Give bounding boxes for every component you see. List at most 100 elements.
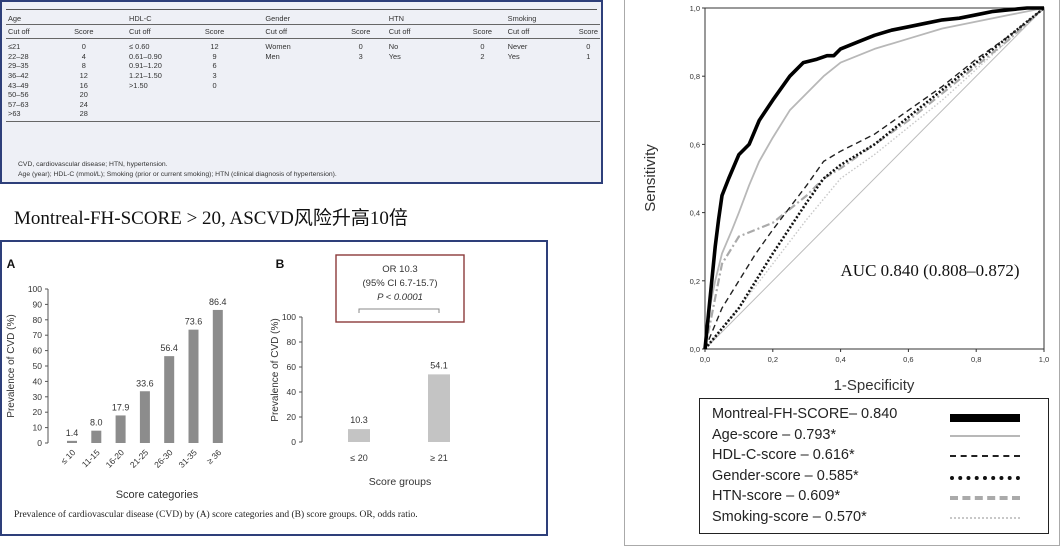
bar-figure-panel: A 0 10 20 30 40 50 60 70 80 90 100 Prevalence of CVD… (0, 240, 548, 536)
bar-a-1 (67, 440, 77, 443)
x-tick-label-roc: 0,2 (768, 355, 778, 364)
y-axis-label-roc: Sensitivity (642, 144, 659, 212)
htn-score-cell: 2 (480, 51, 485, 61)
y-tick-label-a: 70 (33, 330, 43, 340)
reference-diagonal (704, 7, 1045, 350)
spacer-cell (100, 52, 127, 62)
htn-cutoff-cell (387, 100, 459, 110)
spacer-cell (100, 109, 127, 122)
spacer-cell (100, 90, 127, 100)
htn-cutoff-cell: No (388, 42, 399, 52)
x-tick-label-a: 31-35 (176, 447, 199, 470)
sub-header-cutoff: Cut off (126, 24, 196, 39)
htn-cutoff-cell (387, 61, 459, 71)
gender-cutoff-cell (263, 71, 334, 81)
htn-score-cell: 0 (480, 42, 485, 52)
x-tick-label-roc: 0,6 (903, 355, 913, 364)
sub-header-cutoff: Cut off (505, 24, 577, 39)
data-label-a: 17.9 (112, 402, 130, 412)
table-row: ≤21 0 ≤ 0.60 12 Women 0 No 0 Never 0 (6, 39, 600, 52)
hdl-score-cell: 0 (212, 80, 217, 90)
y-axis-label-b: Prevalence of CVD (%) (270, 318, 281, 421)
roc-plot-frame (704, 7, 1045, 350)
spacer-cell (233, 39, 263, 52)
x-axis-label-roc: 1-Specificity (834, 377, 915, 394)
x-tick-label-roc: 1,0 (1039, 355, 1049, 364)
spacer-cell (233, 61, 263, 71)
x-tick-label-a: ≥ 36 (204, 447, 223, 466)
odds-ratio-ci-text: (95% CI 6.7-15.7) (363, 278, 438, 289)
htn-score-cell (459, 80, 506, 90)
table-row: 50–56 20 (6, 90, 600, 100)
smoking-score-cell (577, 71, 600, 81)
bar-a-4 (139, 391, 150, 443)
age-cutoff-cell: >63 (6, 109, 68, 122)
y-tick-label-a: 40 (33, 376, 43, 386)
group-header-hdl: HDL-C (126, 12, 264, 25)
smoking-score-cell (577, 80, 600, 90)
y-tick-label-b: 60 (287, 362, 297, 372)
y-tick-label-a: 60 (33, 346, 43, 356)
legend-label: Gender-score – 0.585* (712, 467, 859, 484)
x-tick-label-a: 21-25 (128, 447, 151, 470)
age-score-cell: 0 (81, 42, 86, 52)
age-cutoff-cell: 22–28 (8, 51, 29, 61)
bar-a-7 (212, 309, 223, 443)
x-tick-label-a: 26-30 (152, 447, 175, 470)
hdl-score-cell: 12 (210, 42, 219, 52)
score-lookup-table: Age HDL-C Gender HTN Smoking Cut off Sco… (6, 12, 600, 122)
hdl-score-cell (196, 90, 233, 100)
smoking-cutoff-cell (506, 80, 577, 90)
roc-curve-4 (703, 6, 1045, 350)
legend-item: Smoking-score – 0.570* (712, 509, 1042, 529)
spacer-cell (100, 39, 127, 52)
data-label-a: 33.6 (136, 378, 154, 388)
table-row: >63 28 (6, 109, 600, 122)
data-label-a: 73.6 (185, 317, 203, 327)
age-cutoff-cell: ≤21 (8, 42, 21, 52)
data-label-b: 54.1 (430, 360, 448, 370)
age-score-cell: 12 (79, 71, 88, 81)
age-score-cell: 8 (81, 61, 86, 71)
hdl-cutoff-cell (127, 100, 196, 110)
spacer-cell (233, 100, 263, 110)
y-tick-label-b: 100 (282, 312, 296, 322)
y-tick-label-roc: 0,6 (690, 140, 700, 149)
htn-cutoff-cell (387, 71, 459, 81)
legend-label: Smoking-score – 0.570* (712, 509, 867, 525)
spacer-cell (100, 61, 127, 71)
hdl-cutoff-cell: 1.21–1.50 (128, 71, 162, 81)
age-cutoff-cell: 57–63 (8, 99, 29, 109)
x-tick-label-roc: 0,4 (835, 355, 845, 364)
gender-score-cell (335, 90, 387, 100)
roc-chart-svg: 0,0 0,2 0,4 0,6 0,8 1,0 0,0 0,2 0,4 0,6 0,8 1,0 1-Sp… (642, 4, 1049, 394)
legend-item: Age-score – 0.793* (712, 427, 1042, 447)
spacer-cell (100, 100, 127, 110)
age-cutoff-cell: 43–49 (8, 80, 29, 90)
sub-header-score: Score (67, 24, 101, 39)
roc-figure-panel: 0,0 0,2 0,4 0,6 0,8 1,0 0,0 0,2 0,4 0,6 0,8 1,0 1-Sp… (624, 0, 1060, 546)
y-tick-label-a: 30 (33, 392, 43, 402)
roc-curve-6 (704, 7, 1045, 350)
y-tick-label-b: 40 (287, 387, 297, 397)
hdl-score-cell: 6 (212, 61, 217, 71)
comparison-bracket (358, 308, 440, 313)
bar-b-2 (428, 374, 450, 442)
legend-swatch (950, 434, 1020, 437)
score-table: Age HDL-C Gender HTN Smoking Cut off Sco… (0, 0, 603, 184)
spacer-cell (233, 80, 263, 90)
legend-item: HDL-C-score – 0.616* (712, 447, 1042, 467)
legend-item: HTN-score – 0.609* (712, 488, 1042, 508)
roc-curve-5 (703, 7, 1045, 350)
headline: Montreal-FH-SCORE > 20, ASCVD风险升高10倍 (14, 208, 408, 229)
htn-cutoff-cell (386, 109, 460, 122)
hdl-cutoff-cell: 0.91–1.20 (128, 61, 162, 71)
panel-label-a: A (7, 257, 16, 271)
htn-cutoff-cell: Yes (388, 51, 401, 61)
table-row: 57–63 24 (6, 100, 600, 110)
spacer-cell (100, 71, 127, 81)
spacer-cell (233, 71, 263, 81)
roc-curve-1 (703, 6, 1044, 350)
table-body: ≤21 0 ≤ 0.60 12 Women 0 No 0 Never 0 22–28 4 0.61–0.… (6, 39, 600, 122)
auc-annotation: AUC 0.840 (0.808–0.872) (841, 261, 1020, 280)
